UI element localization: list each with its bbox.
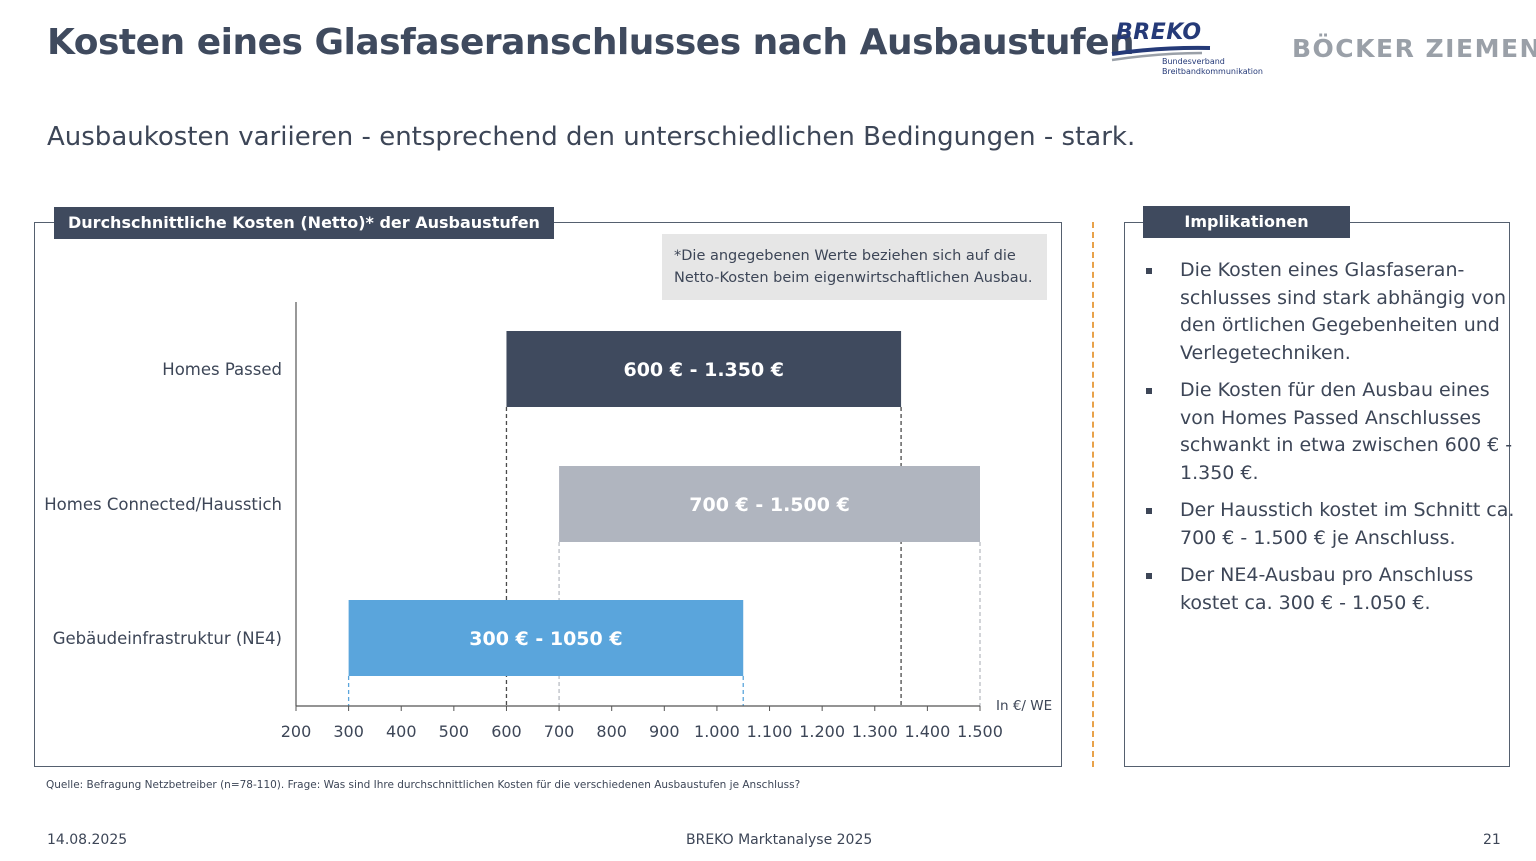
x-tick-label: 1.500 [957,722,1003,741]
implications-header: Implikationen [1143,206,1350,238]
implication-text-line: 700 € - 1.500 € je Anschluss. [1180,526,1456,549]
x-tick-label: 400 [386,722,417,741]
footer-date: 14.08.2025 [47,832,128,848]
bar-value-label: 300 € - 1050 € [469,628,622,650]
category-label: Homes Passed [162,360,282,379]
implication-bullet: Die Kosten für den Ausbau eines von Homes… [1146,377,1513,487]
x-tick-label: 800 [596,722,627,741]
implication-text-line: Der NE4-Ausbau pro Anschluss [1180,564,1474,586]
implication-text-line: schwankt in etwa zwischen 600 € - [1180,434,1513,456]
category-label: Homes Connected/Hausstich [44,495,282,514]
boecker-ziemen-logo: BÖCKER ZIEMEN [1292,34,1536,63]
implication-text-line: Verlegetechniken. [1180,341,1351,364]
bullet-square-icon [1146,573,1152,579]
implication-bullet: Die Kosten eines Glasfaseran-schlusses s… [1146,257,1506,367]
bar-value-label: 700 € - 1.500 € [689,494,850,516]
x-tick-label: 200 [281,722,312,741]
range-bar [348,600,744,676]
x-tick-label: 1.400 [904,722,950,741]
implication-text-line: 1.350 €. [1180,461,1259,484]
footnote-line: Netto-Kosten beim eigenwirtschaftlichen … [674,270,1033,286]
implications-list: Die Kosten eines Glasfaseran-schlusses s… [1146,257,1515,627]
x-tick-label: 500 [439,722,470,741]
implication-bullet: Der NE4-Ausbau pro Anschluss kostet ca. 3… [1146,562,1506,617]
breko-logo: BREKO Bundesverband Breitbandkommunikati… [1110,20,1270,82]
x-tick-label: 1.200 [799,722,845,741]
x-tick-label: 600 [491,722,522,741]
breko-subline: Bundesverband Breitbandkommunikation [1162,57,1263,76]
category-label: Gebäudeinfrastruktur (NE4) [53,629,282,648]
footer-center: BREKO Marktanalyse 2025 [686,832,873,848]
x-axis-unit-label: In €/ WE [996,698,1052,714]
implication-text-line: von Homes Passed Anschlusses [1180,406,1481,429]
page-number: 21 [1483,832,1501,848]
x-tick-label: 300 [333,722,364,741]
implication-text-line: Die Kosten für den Ausbau eines [1180,379,1490,401]
slide-title: Kosten eines Glasfaseranschlusses nach A… [47,22,1135,63]
panel-divider [1092,222,1094,767]
implication-text-line: Die Kosten eines Glasfaseran- [1180,259,1465,281]
breko-wordmark: BREKO [1116,20,1202,45]
implication-text-line: kostet ca. 300 € - 1.050 €. [1180,591,1431,614]
x-tick-label: 900 [649,722,680,741]
footnote-line: *Die angegebenen Werte beziehen sich auf… [674,248,1016,264]
bullet-square-icon [1146,508,1152,514]
breko-swoosh-icon [1111,45,1211,62]
bullet-square-icon [1146,388,1152,394]
implication-bullet: Der Hausstich kostet im Schnitt ca. 700 €… [1146,497,1515,552]
chart-footnote-box: *Die angegebenen Werte beziehen sich auf… [662,234,1047,300]
implication-text-line: Der Hausstich kostet im Schnitt ca. [1180,499,1515,521]
implication-text-line: schlusses sind stark abhängig von [1180,286,1507,309]
x-tick-label: 1.100 [747,722,793,741]
source-note: Quelle: Befragung Netzbetreiber (n=78-11… [46,779,801,791]
x-tick-label: 1.000 [694,722,740,741]
x-tick-label: 1.300 [852,722,898,741]
range-bar [559,466,980,542]
range-bar [506,331,902,407]
x-tick-label: 700 [544,722,575,741]
chart-panel-header: Durchschnittliche Kosten (Netto)* der Au… [54,207,554,239]
implication-text-line: den örtlichen Gegebenheiten und [1180,314,1500,336]
slide-subtitle: Ausbaukosten variieren - entsprechend de… [47,122,1136,152]
bar-value-label: 600 € - 1.350 € [623,359,784,381]
bullet-square-icon [1146,268,1152,274]
